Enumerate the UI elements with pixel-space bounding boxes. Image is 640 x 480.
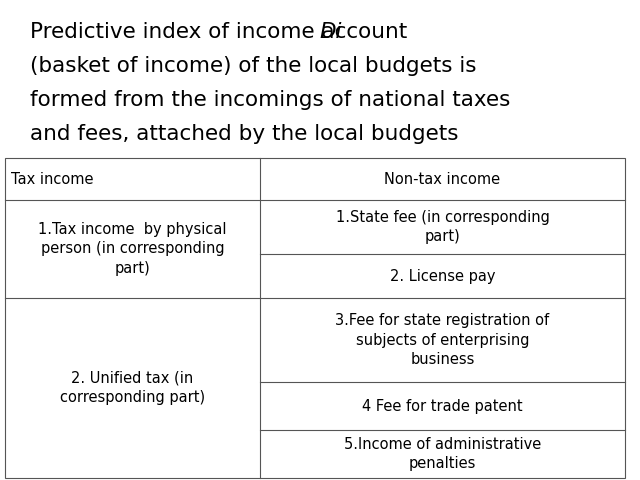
Text: Predictive index of income account: Predictive index of income account: [30, 22, 414, 42]
Bar: [5, 158, 625, 478]
Text: Non-tax income: Non-tax income: [385, 171, 500, 187]
Text: 3.Fee for state registration of
subjects of enterprising
business: 3.Fee for state registration of subjects…: [335, 312, 550, 367]
Text: 5.Income of administrative
penalties: 5.Income of administrative penalties: [344, 437, 541, 471]
Text: 2. License pay: 2. License pay: [390, 268, 495, 284]
Text: Tax income: Tax income: [11, 171, 93, 187]
Text: (basket of income) of the local budgets is: (basket of income) of the local budgets …: [30, 56, 477, 76]
Text: Di: Di: [319, 22, 342, 42]
Text: 2. Unified tax (in
corresponding part): 2. Unified tax (in corresponding part): [60, 371, 205, 406]
Text: formed from the incomings of national taxes: formed from the incomings of national ta…: [30, 90, 510, 110]
Text: 4 Fee for trade patent: 4 Fee for trade patent: [362, 398, 523, 413]
Text: 1.Tax income  by physical
person (in corresponding
part): 1.Tax income by physical person (in corr…: [38, 222, 227, 276]
Text: 1.State fee (in corresponding
part): 1.State fee (in corresponding part): [335, 210, 549, 244]
Text: and fees, attached by the local budgets: and fees, attached by the local budgets: [30, 124, 458, 144]
